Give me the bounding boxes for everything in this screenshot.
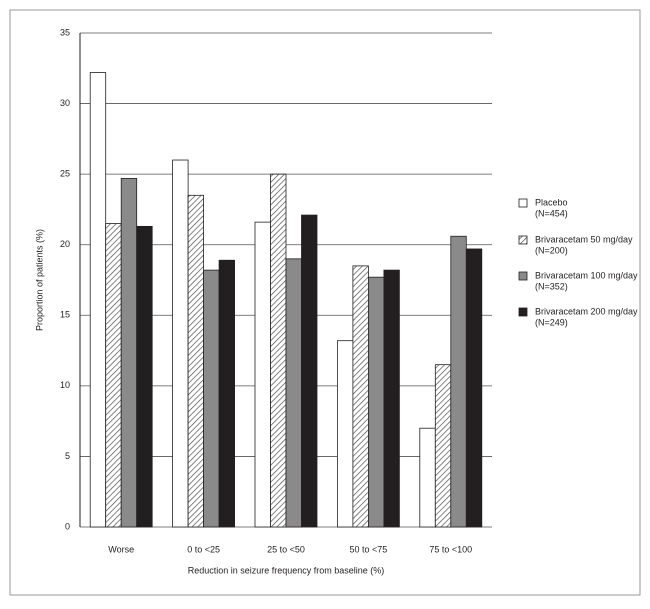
bar [136,225,153,528]
legend-label: Brivaracetam 50 mg/day [535,234,633,244]
bar [419,427,436,528]
bar [218,259,236,528]
legend-swatch [518,271,528,281]
bar [383,269,400,528]
x-tick-label: 50 to <75 [350,544,388,554]
legend-label: Brivaracetam 200 mg/day [535,306,638,316]
y-tick-label: 15 [60,310,70,320]
frame [9,9,641,596]
x-axis-label: Reduction in seizure frequency from base… [188,565,385,575]
bar [203,269,220,528]
bar [336,340,354,528]
bar [352,265,369,528]
y-tick-label: 25 [60,169,70,179]
bar [254,221,271,528]
legend-n: (N=249) [535,317,568,327]
y-tick-label: 0 [65,521,70,531]
x-tick-label: 75 to <100 [429,544,472,554]
legend-n: (N=200) [535,245,568,255]
legend-label: Placebo [535,197,568,207]
bar [105,223,122,528]
y-tick-label: 20 [60,239,70,249]
bar [434,364,452,528]
x-tick-label: 25 to <50 [267,544,305,554]
bar [465,248,483,528]
legend-n: (N=352) [535,281,568,291]
y-tick-label: 35 [60,27,70,37]
bar [450,235,467,528]
legend-label: Brivaracetam 100 mg/day [535,270,638,280]
legend-n: (N=454) [535,208,568,218]
x-tick-label: 0 to <25 [187,544,220,554]
y-tick-label: 10 [60,380,70,390]
bar [120,177,138,528]
bar [172,159,189,528]
bar [187,194,205,528]
legend-swatch [518,307,528,317]
y-axis-label: Proportion of patients (%) [34,229,44,331]
legend-swatch [518,235,528,245]
bar [270,173,287,528]
y-tick-label: 5 [65,451,70,461]
x-tick-label: Worse [108,544,134,554]
bar [367,276,385,528]
bar [301,214,318,528]
legend-swatch [518,198,528,208]
bar [89,72,107,528]
y-tick-label: 30 [60,98,70,108]
bar [285,258,302,528]
